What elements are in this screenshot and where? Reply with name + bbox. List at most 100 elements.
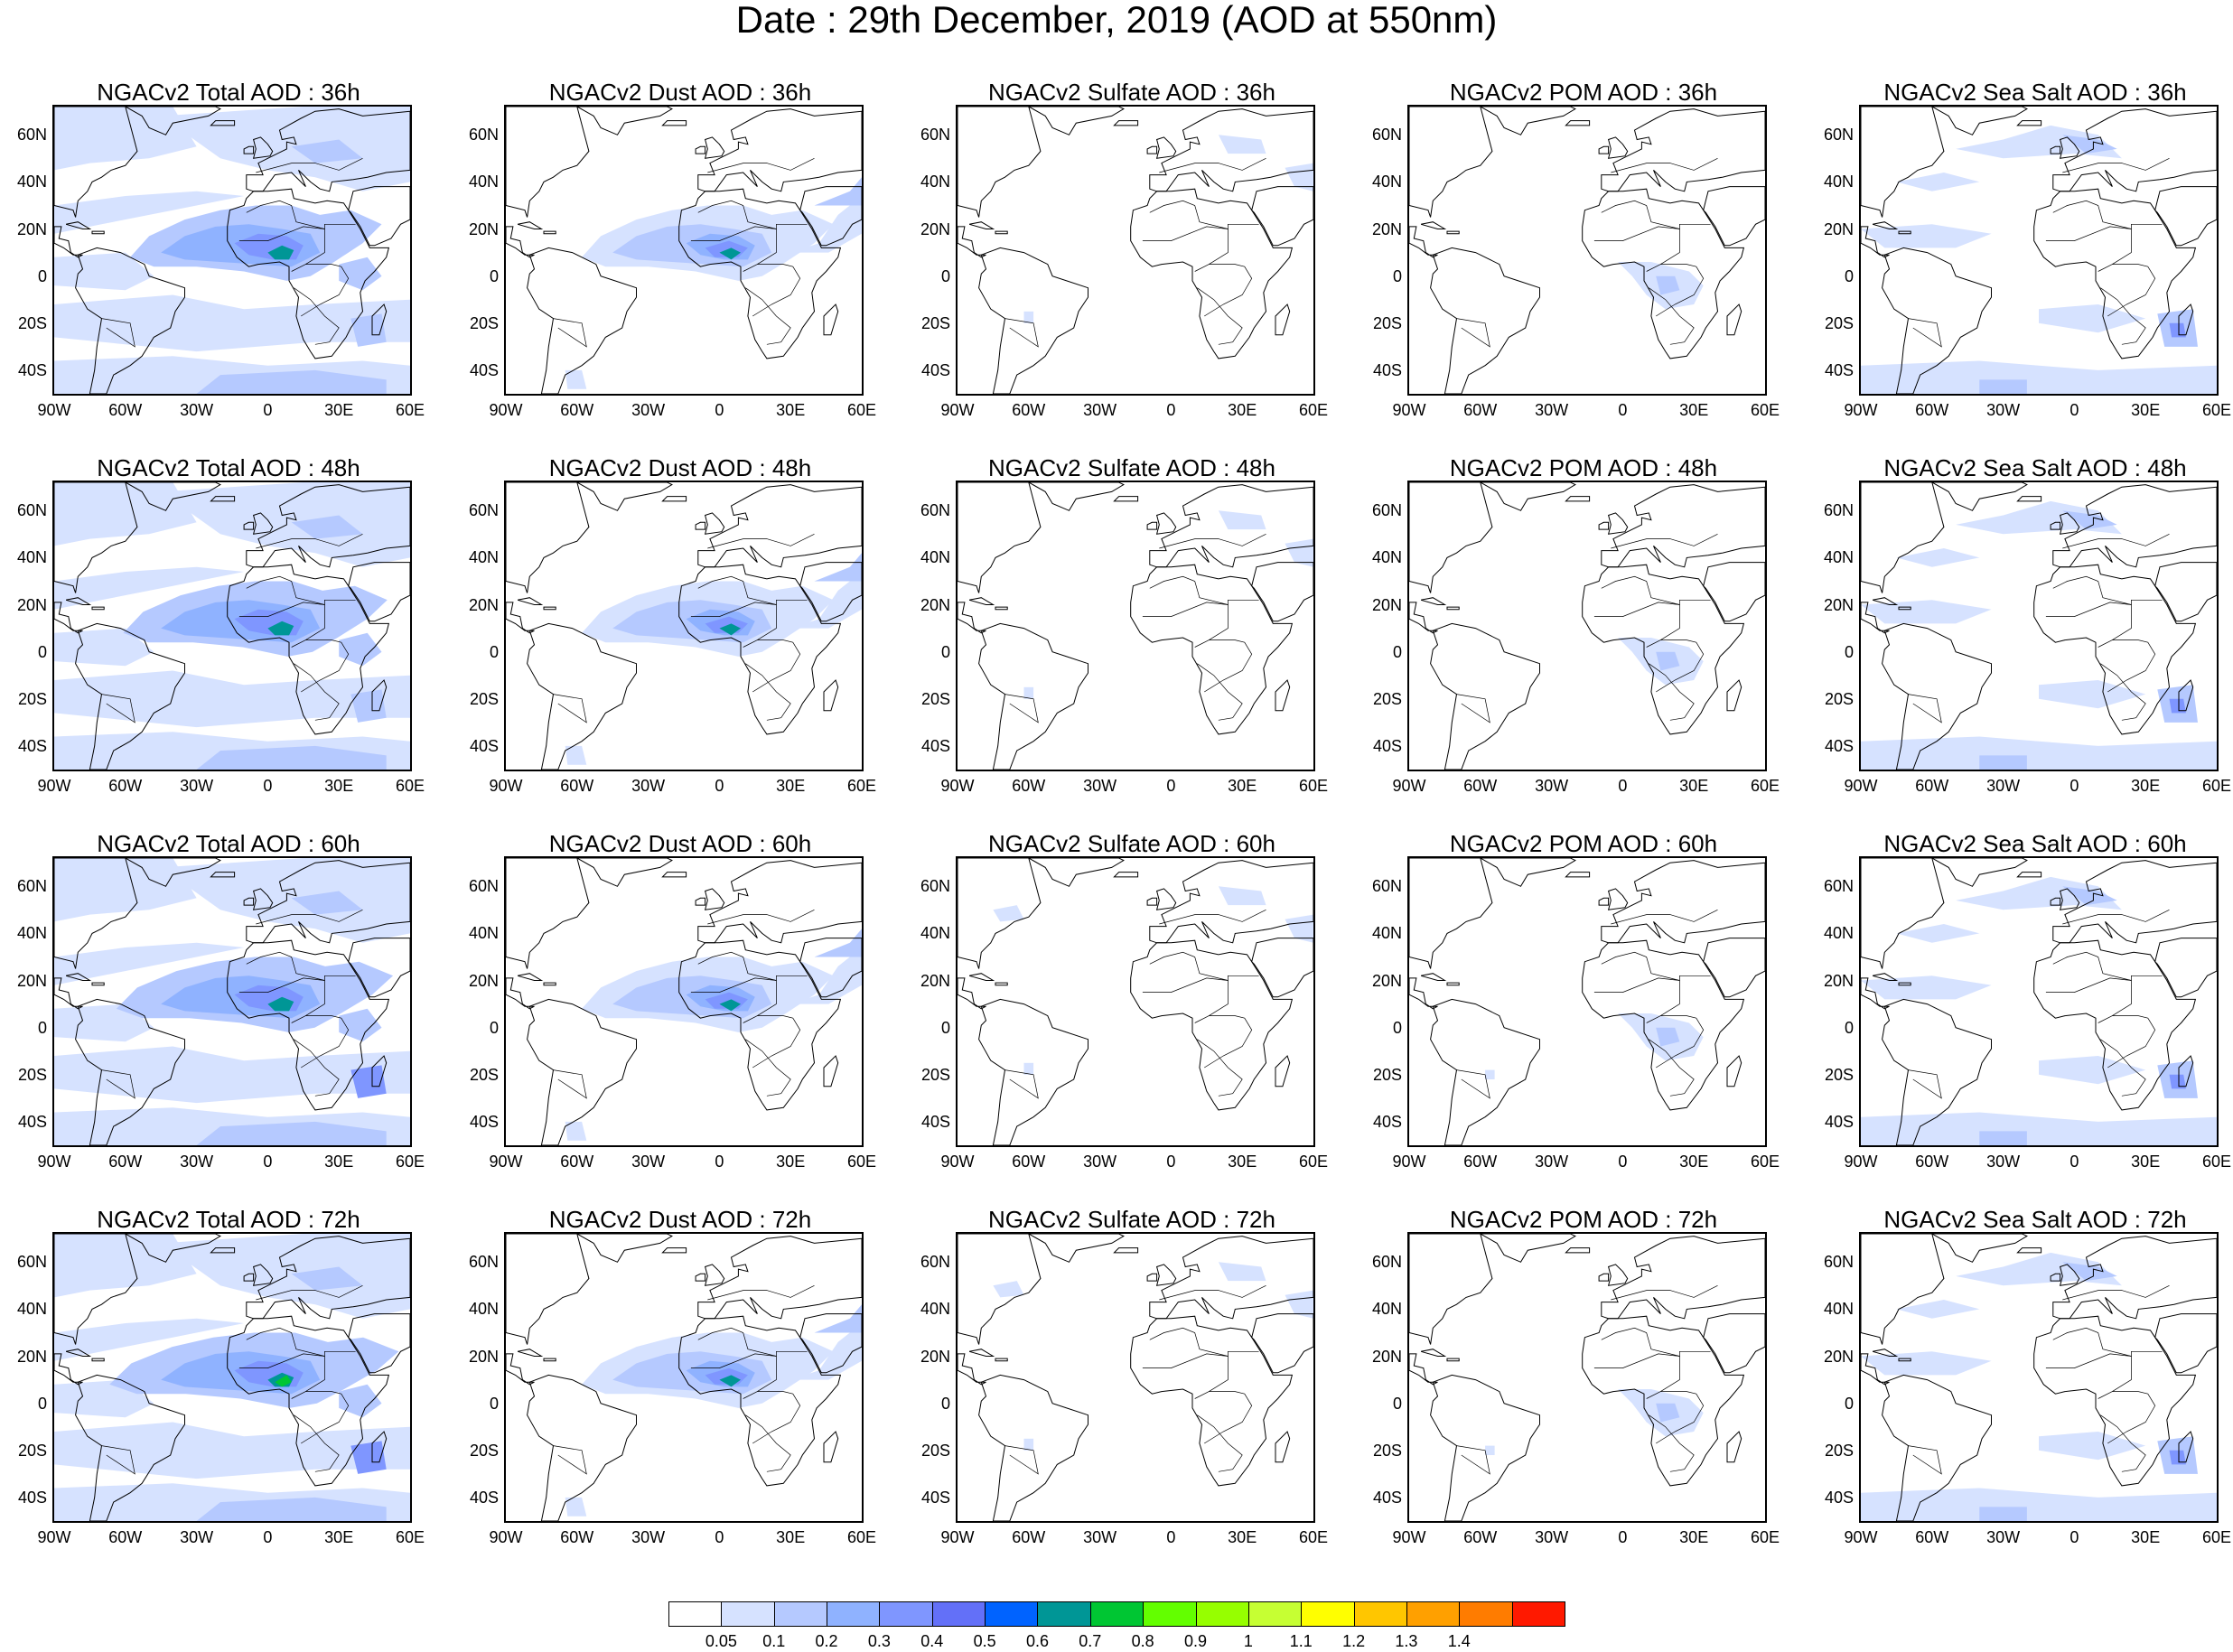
- aod-field-light: [54, 566, 245, 610]
- latitude-tick-label: 40N: [1823, 924, 1854, 943]
- latitude-tick-label: 40S: [1372, 360, 1402, 379]
- madagascar-coastline: [1726, 303, 1742, 336]
- longitude-tick-label: 60W: [1012, 1153, 1046, 1171]
- iceland-coastline: [1113, 1247, 1139, 1254]
- greenland-coastline: [575, 858, 673, 887]
- latitude-tick-label: 40N: [1371, 548, 1402, 567]
- map-plot: [1407, 856, 1767, 1147]
- central-america-coastline: [54, 226, 83, 258]
- south-america-coastline: [75, 622, 185, 770]
- madagascar-coastline: [823, 1055, 839, 1087]
- longitude-tick-label: 60W: [1463, 1528, 1498, 1546]
- longitude-tick-label: 90W: [489, 1153, 523, 1171]
- britain-coastline: [252, 1264, 274, 1286]
- aod-field-light: [54, 252, 154, 291]
- longitude-tick-label: 60E: [846, 1528, 877, 1546]
- colorbar-swatch: [721, 1601, 775, 1627]
- country-border: [707, 157, 815, 173]
- africa-coastline: [678, 564, 842, 735]
- country-border: [1456, 318, 1490, 348]
- aod-map: [506, 482, 862, 770]
- madagascar-coastline: [371, 1055, 388, 1087]
- africa-coastline: [227, 188, 390, 359]
- aod-field-light: [54, 670, 410, 728]
- country-border: [553, 318, 587, 348]
- country-border: [1908, 1445, 1942, 1475]
- map-plot: [1859, 1232, 2219, 1523]
- country-border: [246, 1327, 356, 1357]
- aod-field-light: [54, 107, 197, 171]
- colorbar-tick-label: 0.05: [705, 1632, 737, 1650]
- madagascar-coastline: [371, 679, 388, 712]
- north-america-coastline: [506, 1234, 590, 1345]
- longitude-tick-label: 60E: [846, 401, 877, 419]
- latitude-tick-label: 60N: [920, 877, 950, 896]
- north-america-coastline: [1409, 482, 1493, 593]
- ireland-coastline: [243, 521, 255, 530]
- latitude-tick-label: 20N: [920, 219, 950, 238]
- iceland-coastline: [661, 1247, 687, 1254]
- longitude-tick-label: 30W: [1535, 1153, 1569, 1171]
- latitude-tick-label: 20N: [468, 595, 499, 614]
- country-border: [697, 200, 808, 229]
- aod-plume-light: [565, 745, 587, 765]
- map-panel: NGACv2 Sea Salt AOD : 72h 60N 40N 20N 0 20S 40…: [1807, 1205, 2233, 1548]
- greenland-coastline: [1027, 107, 1125, 135]
- panel-title: NGACv2 Sulfate AOD : 36h: [988, 79, 1275, 106]
- aod-hotspot: [719, 247, 741, 260]
- longitude-tick-label: 30W: [1083, 401, 1117, 419]
- aod-field-light: [1956, 125, 2122, 159]
- greenland-coastline: [1479, 107, 1576, 135]
- aod-field-light: [54, 1234, 197, 1298]
- longitude-tick-label: 0: [263, 401, 273, 419]
- longitude-tick-label: 60W: [560, 777, 594, 795]
- country-border: [2100, 1414, 2146, 1472]
- latitude-tick-label: 60N: [920, 126, 950, 145]
- longitude-tick-label: 60W: [560, 1153, 594, 1171]
- longitude-tick-label: 30E: [1679, 777, 1709, 795]
- greenland-coastline: [1479, 482, 1576, 511]
- country-border: [745, 1414, 791, 1472]
- latitude-tick-label: 40S: [920, 1112, 950, 1131]
- country-border: [256, 909, 363, 925]
- longitude-tick-label: 0: [1618, 777, 1628, 795]
- latitude-tick-label: 60N: [920, 501, 950, 520]
- aod-hotspot: [267, 621, 294, 636]
- south-america-coastline: [1430, 622, 1540, 770]
- aod-field-light: [2039, 1432, 2146, 1461]
- aod-field-light: [1218, 510, 1266, 530]
- country-border: [256, 1284, 363, 1301]
- south-america-coastline: [527, 1374, 637, 1521]
- europe-coastline: [697, 484, 862, 568]
- hispaniola-coastline: [1898, 606, 1911, 611]
- country-border: [246, 951, 356, 981]
- country-border: [553, 1445, 587, 1475]
- aod-plume-mid: [814, 553, 862, 582]
- country-border: [1649, 663, 1695, 721]
- cuba-coastline: [517, 221, 544, 229]
- aod-plume-light: [790, 947, 862, 1004]
- latitude-tick-label: 20S: [469, 313, 499, 332]
- colorbar-swatch: [827, 1601, 881, 1627]
- latitude-tick-label: 40S: [920, 736, 950, 755]
- country-border: [1601, 1327, 1711, 1357]
- aod-field-strong: [2169, 1450, 2186, 1465]
- longitude-tick-label: 30E: [324, 1153, 354, 1171]
- britain-coastline: [2059, 512, 2080, 535]
- south-america-coastline: [978, 622, 1088, 770]
- country-border: [1204, 1391, 1253, 1444]
- africa-coastline: [2033, 188, 2197, 359]
- africa-coastline: [1130, 564, 1294, 735]
- country-border: [1004, 1445, 1039, 1475]
- map-panel: NGACv2 Total AOD : 72h 60N 40N 20N 0 20S 40S 90…: [0, 1205, 457, 1548]
- aod-field-light: [161, 482, 410, 567]
- country-border: [1656, 1015, 1705, 1069]
- aod-field-light: [54, 1422, 410, 1479]
- country-border: [301, 1015, 350, 1069]
- aod-field-strong: [2169, 1074, 2186, 1089]
- greenland-coastline: [1930, 1234, 2028, 1263]
- aod-field-light: [2039, 304, 2146, 333]
- aod-map: [958, 482, 1313, 770]
- africa-coastline: [1130, 1315, 1294, 1487]
- cuba-coastline: [1420, 597, 1447, 605]
